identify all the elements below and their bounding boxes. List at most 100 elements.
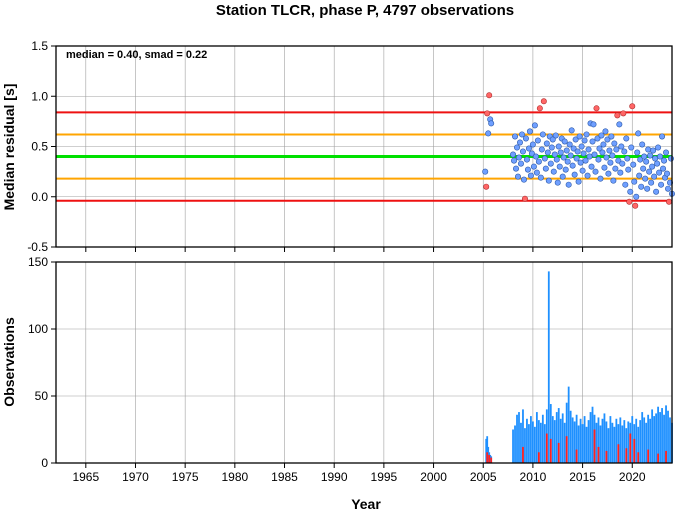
observation-bar: [559, 418, 562, 463]
inlier-point: [574, 148, 581, 155]
inlier-point: [527, 172, 534, 179]
x-tick-label: 1980: [221, 470, 248, 484]
inlier-point: [642, 175, 649, 182]
inlier-point: [636, 172, 643, 179]
observation-bar: [487, 446, 490, 463]
inlier-point: [657, 153, 664, 160]
observation-bar: [547, 271, 550, 463]
y-tick-label: -0.5: [27, 240, 48, 254]
inlier-point: [659, 133, 666, 140]
observation-bar: [583, 416, 586, 463]
outlier-observation-bar: [633, 438, 636, 463]
y-tick-label: 50: [35, 389, 49, 403]
observation-bar: [647, 414, 650, 463]
outlier-observation-bar: [647, 449, 650, 463]
observation-bar: [524, 428, 526, 463]
x-tick-label: 2020: [619, 470, 646, 484]
inlier-point: [599, 149, 606, 156]
inlier-point: [616, 121, 623, 128]
inlier-point: [511, 157, 518, 164]
observation-bar: [535, 412, 538, 463]
inlier-point: [583, 131, 590, 138]
observation-bar: [533, 426, 536, 463]
inlier-point: [633, 193, 640, 200]
observation-bar: [565, 402, 568, 463]
observations-grid: [56, 261, 672, 464]
y-tick-label: 1.0: [31, 89, 48, 103]
inlier-point: [573, 155, 580, 162]
inlier-point: [485, 130, 492, 137]
inlier-point: [577, 159, 584, 166]
inlier-point: [625, 166, 632, 173]
inlier-point: [604, 136, 611, 143]
inlier-point: [585, 146, 592, 153]
outlier-point: [540, 98, 547, 105]
inlier-point: [568, 127, 575, 134]
inlier-point: [570, 145, 577, 152]
observation-bar: [599, 425, 602, 463]
outlier-observation-bar: [545, 433, 548, 463]
observation-bar: [489, 454, 492, 463]
observation-bar: [611, 422, 614, 463]
inlier-point: [514, 144, 521, 151]
inlier-point: [515, 154, 522, 161]
observation-bar: [567, 386, 570, 463]
observation-bar: [637, 426, 640, 463]
inlier-point: [557, 149, 564, 156]
inlier-point: [547, 160, 554, 167]
outlier-point: [486, 92, 493, 99]
observations-y-ticks: 0 50 100 150: [28, 255, 56, 470]
x-tick-label: 1975: [172, 470, 199, 484]
inlier-point: [543, 140, 550, 147]
outlier-observation-bar: [565, 436, 568, 463]
observation-bar: [607, 428, 610, 463]
observation-bar: [585, 426, 588, 463]
inlier-point: [572, 136, 579, 143]
inlier-point: [630, 161, 637, 168]
outlier-point: [629, 103, 636, 110]
inlier-point: [656, 169, 663, 176]
inlier-point: [613, 146, 620, 153]
inlier-point: [586, 153, 593, 160]
inlier-point: [518, 131, 525, 138]
observation-bar: [661, 408, 663, 463]
inlier-point: [619, 160, 626, 167]
outlier-observation-bar: [605, 450, 608, 463]
inlier-point: [553, 156, 560, 163]
observation-bar: [557, 408, 560, 463]
outlier-point: [484, 110, 491, 117]
outlier-point: [626, 198, 633, 205]
inlier-point: [637, 156, 644, 163]
outlier-observation-bar: [488, 454, 491, 463]
observation-bar: [613, 426, 616, 463]
observation-bar: [518, 412, 520, 463]
observation-bar: [655, 413, 658, 463]
x-axis-label: Year: [351, 496, 381, 511]
inlier-point: [609, 152, 616, 159]
observations-bars: [485, 271, 673, 463]
observation-bar: [537, 420, 540, 463]
residual-y-ticks: -0.5 0.0 0.5 1.0 1.5: [27, 39, 56, 254]
observation-bar: [528, 424, 530, 463]
inlier-point: [600, 141, 607, 148]
inlier-point: [542, 165, 549, 172]
inlier-point: [641, 153, 648, 160]
inlier-point: [562, 166, 569, 173]
inlier-point: [482, 168, 489, 175]
observation-bar: [579, 418, 582, 463]
inlier-point: [488, 120, 495, 127]
inlier-point: [519, 148, 526, 155]
inlier-point: [660, 165, 667, 172]
inlier-point: [576, 133, 583, 140]
observation-bar: [669, 417, 671, 463]
outlier-observation-bar: [617, 444, 620, 463]
inlier-point: [555, 143, 562, 150]
observation-bar: [619, 417, 622, 463]
outlier-observation-bar: [490, 457, 493, 463]
observation-bar: [623, 420, 626, 463]
inlier-point: [631, 178, 638, 185]
inlier-point: [624, 155, 631, 162]
observation-bar: [573, 421, 576, 463]
inlier-point: [559, 173, 566, 180]
